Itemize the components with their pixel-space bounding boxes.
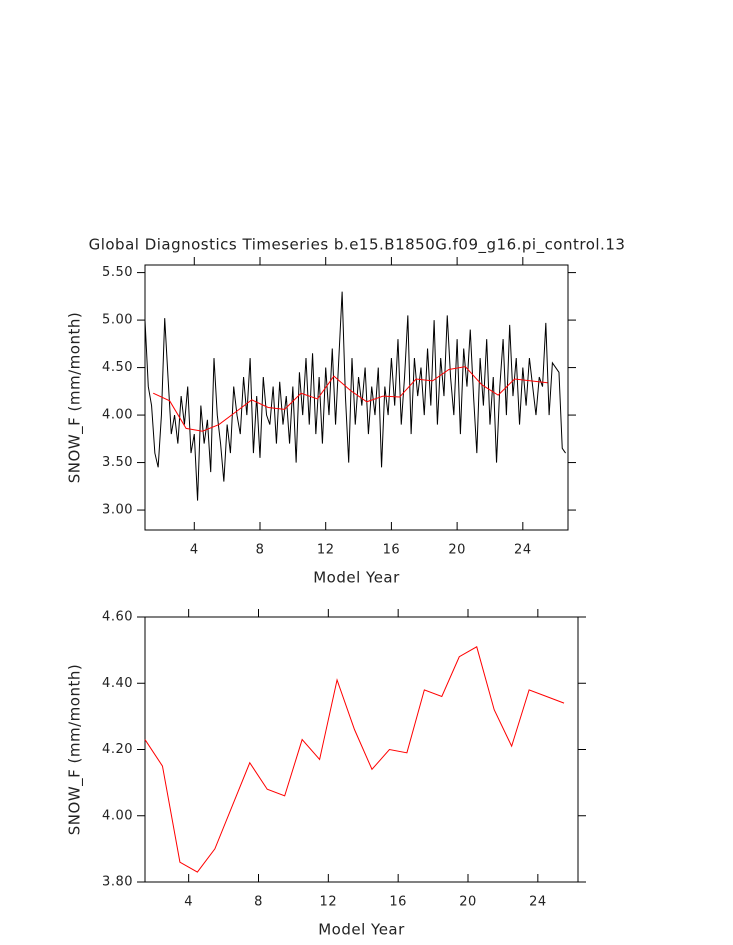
y-tick-label: 4.20 (102, 742, 133, 757)
x-axis-label: Model Year (313, 569, 400, 587)
y-tick-label: 3.00 (102, 503, 133, 518)
y-tick-label: 5.00 (102, 313, 133, 328)
x-tick-label: 4 (190, 543, 199, 558)
y-tick-label: 4.50 (102, 360, 133, 375)
x-tick-label: 24 (514, 543, 532, 558)
y-axis-label: SNOW_F (mm/month) (66, 312, 85, 483)
x-tick-label: 12 (320, 895, 338, 910)
plot-frame (144, 616, 579, 883)
x-tick-label: 12 (317, 543, 335, 558)
x-tick-label: 16 (389, 895, 407, 910)
x-tick-label: 4 (184, 895, 193, 910)
data-line (144, 646, 565, 873)
y-tick-label: 4.00 (102, 808, 133, 823)
x-tick-label: 24 (529, 895, 547, 910)
y-axis-label: SNOW_F (mm/month) (66, 664, 85, 835)
y-tick-label: 4.40 (102, 676, 133, 691)
x-tick-label: 20 (459, 895, 477, 910)
y-tick-label: 3.80 (102, 875, 133, 890)
x-axis-label: Model Year (318, 921, 405, 939)
x-tick-label: 16 (383, 543, 401, 558)
data-line (153, 366, 548, 432)
plot-frame (144, 264, 569, 531)
y-tick-label: 4.00 (102, 408, 133, 423)
y-tick-label: 5.50 (102, 265, 133, 280)
data-line (144, 291, 566, 501)
x-tick-label: 20 (448, 543, 466, 558)
y-tick-label: 3.50 (102, 455, 133, 470)
chart-title: Global Diagnostics Timeseries b.e15.B185… (89, 236, 626, 255)
y-tick-label: 4.60 (102, 610, 133, 625)
x-tick-label: 8 (256, 543, 265, 558)
x-tick-label: 8 (254, 895, 263, 910)
